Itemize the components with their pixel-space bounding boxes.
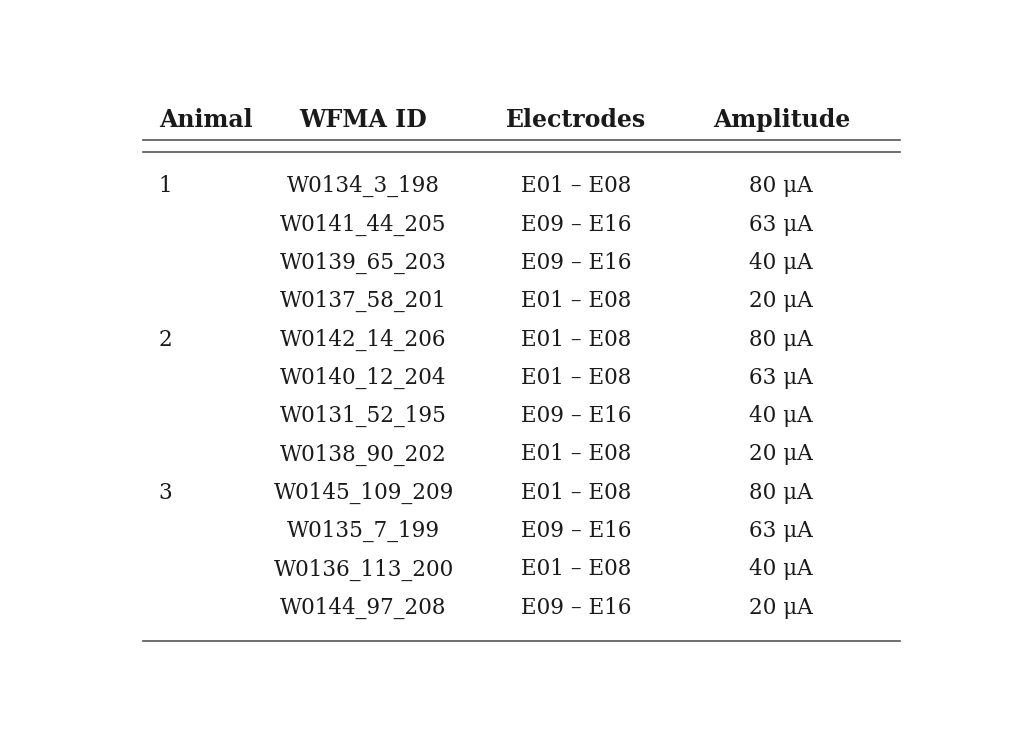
Text: 63 μA: 63 μA [750, 520, 814, 542]
Text: 3: 3 [159, 482, 173, 504]
Text: 2: 2 [159, 329, 173, 351]
Text: WFMA ID: WFMA ID [300, 108, 427, 132]
Text: E01 – E08: E01 – E08 [521, 175, 632, 197]
Text: W0141_44_205: W0141_44_205 [281, 214, 446, 236]
Text: 40 μA: 40 μA [750, 559, 814, 580]
Text: W0139_65_203: W0139_65_203 [280, 252, 447, 274]
Text: 20 μA: 20 μA [750, 444, 814, 466]
Text: 20 μA: 20 μA [750, 290, 814, 312]
Text: E09 – E16: E09 – E16 [521, 214, 632, 236]
Text: 40 μA: 40 μA [750, 252, 814, 274]
Text: W0131_52_195: W0131_52_195 [280, 406, 447, 427]
Text: 1: 1 [159, 175, 172, 197]
Text: Animal: Animal [159, 108, 252, 132]
Text: W0142_14_206: W0142_14_206 [281, 329, 446, 351]
Text: E09 – E16: E09 – E16 [521, 406, 632, 427]
Text: Electrodes: Electrodes [506, 108, 647, 132]
Text: W0137_58_201: W0137_58_201 [281, 290, 446, 313]
Text: E01 – E08: E01 – E08 [521, 444, 632, 466]
Text: W0145_109_209: W0145_109_209 [274, 482, 454, 504]
Text: 40 μA: 40 μA [750, 406, 814, 427]
Text: W0144_97_208: W0144_97_208 [281, 597, 446, 619]
Text: E01 – E08: E01 – E08 [521, 367, 632, 389]
Text: E09 – E16: E09 – E16 [521, 252, 632, 274]
Text: 80 μA: 80 μA [750, 175, 814, 197]
Text: W0136_113_200: W0136_113_200 [274, 559, 454, 580]
Text: 80 μA: 80 μA [750, 329, 814, 351]
Text: E01 – E08: E01 – E08 [521, 482, 632, 504]
Text: 80 μA: 80 μA [750, 482, 814, 504]
Text: E01 – E08: E01 – E08 [521, 329, 632, 351]
Text: 63 μA: 63 μA [750, 367, 814, 389]
Text: 20 μA: 20 μA [750, 597, 814, 619]
Text: E01 – E08: E01 – E08 [521, 290, 632, 312]
Text: W0134_3_198: W0134_3_198 [287, 175, 440, 198]
Text: W0138_90_202: W0138_90_202 [281, 444, 446, 466]
Text: Amplitude: Amplitude [713, 108, 850, 132]
Text: E01 – E08: E01 – E08 [521, 559, 632, 580]
Text: W0135_7_199: W0135_7_199 [287, 520, 440, 542]
Text: E09 – E16: E09 – E16 [521, 520, 632, 542]
Text: 63 μA: 63 μA [750, 214, 814, 236]
Text: W0140_12_204: W0140_12_204 [281, 367, 446, 389]
Text: E09 – E16: E09 – E16 [521, 597, 632, 619]
